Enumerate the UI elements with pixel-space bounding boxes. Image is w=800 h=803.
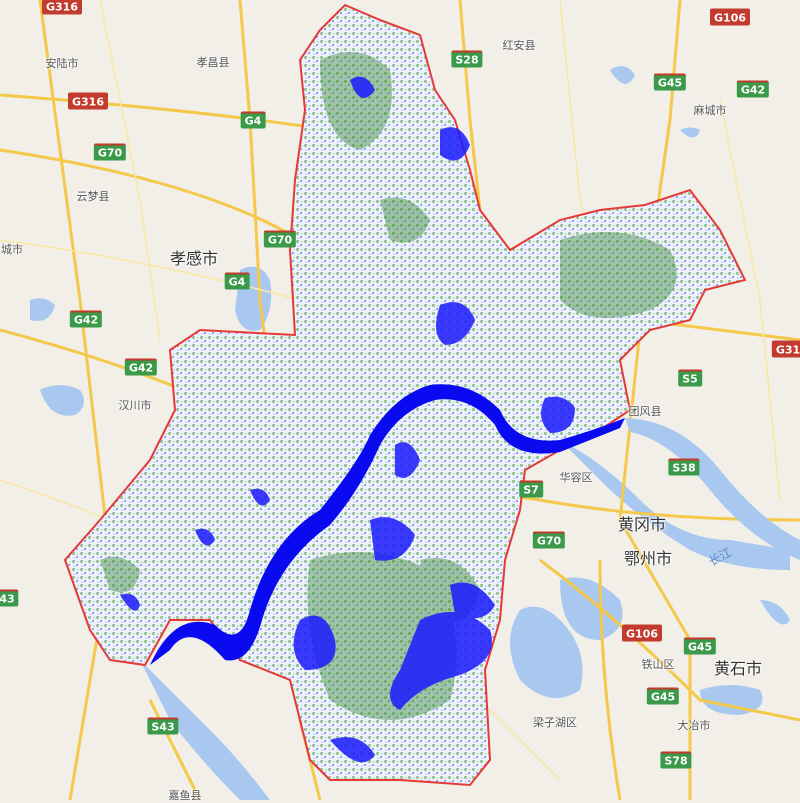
highway-shield-s38: S38	[668, 458, 700, 476]
city-label-ezhou: 鄂州市	[623, 549, 673, 568]
highway-shield-g70b: G70	[263, 230, 297, 248]
highway-shield-g42a: G42	[736, 80, 770, 98]
city-label-chengshi: 城市	[1, 243, 23, 256]
highway-shield-s43b: 43	[0, 589, 19, 607]
city-label-tuanfeng: 团风县	[628, 405, 662, 418]
city-label-huanggang: 黄冈市	[617, 515, 667, 534]
city-label-huarong: 华容区	[559, 471, 593, 484]
highway-shield-s7: S7	[519, 480, 543, 498]
highway-shield-g31: G31	[771, 340, 800, 358]
city-label-yunmeng: 云梦县	[76, 190, 110, 203]
highway-shield-g316a: G316	[42, 0, 82, 15]
highway-shield-g45a: G45	[653, 73, 687, 91]
highway-shield-g106b: G106	[622, 624, 662, 642]
wuhan-region	[63, 3, 747, 787]
highway-shield-g316b: G316	[68, 92, 108, 110]
city-label-jiayu: 嘉鱼县	[168, 789, 202, 802]
highway-shield-s5: S5	[678, 369, 702, 387]
city-label-liangzihu: 梁子湖区	[533, 716, 577, 729]
highway-shield-g42c: G42	[124, 358, 158, 376]
highway-shield-g45b: G45	[683, 637, 717, 655]
highway-shield-s43a: S43	[147, 717, 179, 735]
minor-roads	[0, 0, 781, 781]
city-label-tieshan: 铁山区	[641, 658, 675, 671]
city-label-hongan: 红安县	[502, 39, 536, 52]
wuhan-boundary	[63, 3, 747, 787]
river-outside	[625, 418, 800, 560]
city-label-daye: 大冶市	[677, 719, 711, 732]
city-label-macheng: 麻城市	[693, 104, 727, 117]
yangtze-river	[150, 384, 625, 665]
city-label-xiaochang: 孝昌县	[196, 56, 230, 69]
highway-shield-g70a: G70	[93, 143, 127, 161]
highway-shield-g42b: G42	[69, 310, 103, 328]
highway-shield-g4a: G4	[240, 111, 266, 129]
highway-shield-s78: S78	[660, 751, 692, 769]
highway-shield-g106a: G106	[710, 8, 750, 26]
highway-shield-g45c: G45	[646, 687, 680, 705]
city-label-anlu: 安陆市	[45, 57, 79, 70]
highway-shield-s28: S28	[451, 50, 483, 68]
highway-shield-g4b: G4	[224, 272, 250, 290]
city-label-xiaogan: 孝感市	[169, 249, 219, 268]
background-water	[30, 66, 790, 800]
city-label-hanchuan: 汉川市	[118, 399, 152, 412]
highway-shield-g70c: G70	[532, 531, 566, 549]
city-label-huangshi: 黄石市	[713, 659, 763, 678]
